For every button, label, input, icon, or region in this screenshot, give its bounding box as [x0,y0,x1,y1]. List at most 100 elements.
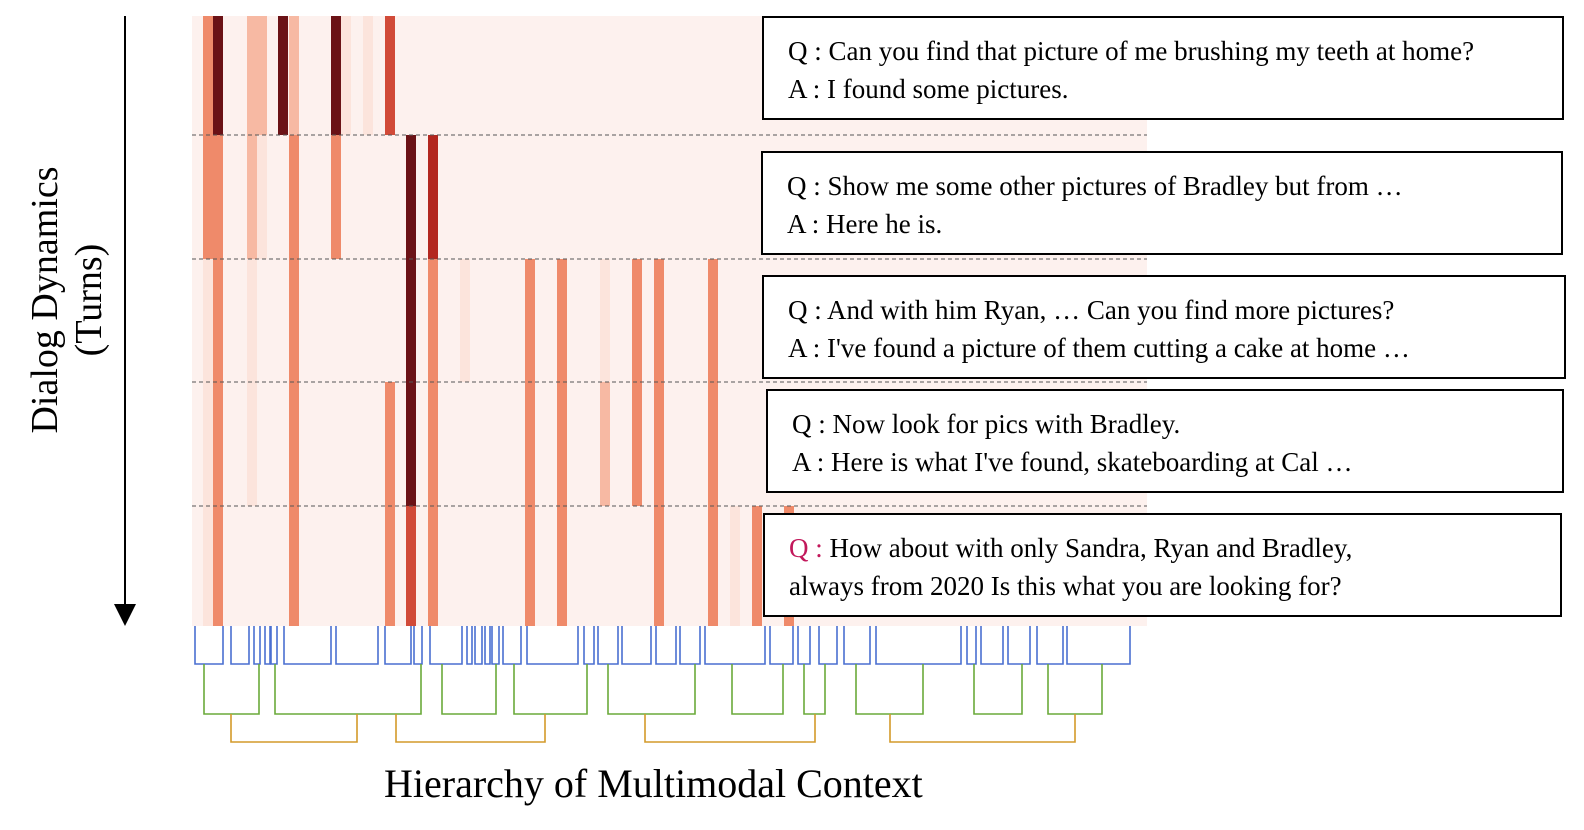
level-1-bracket [797,626,811,665]
answer-line: A : I found some pictures. [788,70,1538,108]
heat-cell [600,382,610,506]
heat-cell [428,382,438,506]
answer-text: I've found a picture of them cutting a c… [820,333,1410,363]
level-1-bracket [502,626,522,665]
heat-cell [730,506,740,626]
heat-cell [632,259,642,382]
heat-cell [331,135,341,259]
heat-cell [600,259,610,382]
question-line: Q : Show me some other pictures of Bradl… [787,167,1537,205]
question-text: Now look for pics with Bradley. [825,409,1181,439]
heat-cell [203,259,213,382]
turn-box-2: Q : Show me some other pictures of Bradl… [761,151,1563,255]
level-1-bracket [875,626,962,665]
turn-box-5: Q : How about with only Sandra, Ryan and… [763,513,1562,617]
heat-cell [247,259,257,382]
heat-cell [428,259,438,382]
heat-cell [557,259,567,382]
heat-cell [557,506,567,626]
hierarchy-level-2-brackets [203,664,1103,715]
question-line: Q : Now look for pics with Bradley. [792,405,1538,443]
level-1-bracket [230,626,250,665]
heat-cell [708,506,718,626]
heat-cell [213,16,223,135]
heat-cell [278,16,288,135]
heat-cell [289,135,299,259]
time-axis-arrowhead [114,604,136,626]
level-1-bracket [1066,626,1131,665]
level-1-bracket [597,626,619,665]
level-2-bracket [1047,664,1103,715]
turn-box-1: Q : Can you find that picture of me brus… [762,16,1564,120]
answer-text: Here is what I've found, skateboarding a… [824,447,1353,477]
level-1-bracket [583,626,595,665]
level-1-bracket [704,626,766,665]
heat-cell [406,259,416,382]
heat-cell [525,506,535,626]
heat-cell [341,16,351,135]
level-1-bracket [283,626,332,665]
level-1-bracket [474,626,483,665]
heat-cell [654,506,664,626]
question-tag: Q : [789,533,823,563]
level-1-bracket [1007,626,1031,665]
heat-cell [460,259,470,382]
turn-box-3: Q : And with him Ryan, … Can you find mo… [762,275,1566,379]
answer-tag: A : [787,209,820,239]
x-axis-label: Hierarchy of Multimodal Context [384,761,923,806]
heat-cell [654,382,664,506]
level-3-bracket [230,714,358,743]
level-1-bracket [526,626,579,665]
level-2-bracket [274,664,422,715]
answer-tag: A : [788,74,821,104]
question-continuation-text: always from 2020 Is this what you are lo… [789,571,1342,601]
level-1-bracket [384,626,412,665]
question-line: Q : Can you find that picture of me brus… [788,32,1538,70]
level-1-bracket [491,626,500,665]
heat-cell [525,259,535,382]
heat-cell [385,382,395,506]
heat-cell [257,135,267,259]
level-1-bracket [679,626,701,665]
heat-cell [752,506,762,626]
heat-cell [213,259,223,382]
answer-text: Here he is. [819,209,943,239]
level-1-bracket [253,626,261,665]
level-1-bracket [429,626,463,665]
question-tag: Q : [792,409,826,439]
level-1-bracket [194,626,224,665]
level-1-bracket [966,626,977,665]
level-1-bracket [818,626,838,665]
heat-cell [257,16,267,135]
level-1-bracket [270,626,278,665]
question-text: How about with only Sandra, Ryan and Bra… [822,533,1353,563]
question-continuation-line: always from 2020 Is this what you are lo… [789,567,1536,605]
answer-line: A : Here he is. [787,205,1537,243]
question-tag: Q : [788,36,822,66]
level-2-bracket [513,664,588,715]
heat-cell [203,16,213,135]
level-1-bracket [264,626,271,665]
answer-line: A : I've found a picture of them cutting… [788,329,1540,367]
heat-cell [557,382,567,506]
heat-cell [289,382,299,506]
level-2-bracket [803,664,826,715]
question-line: Q : And with him Ryan, … Can you find mo… [788,291,1540,329]
level-2-bracket [203,664,260,715]
answer-line: A : Here is what I've found, skateboardi… [792,443,1538,481]
level-2-bracket [607,664,696,715]
level-2-bracket [441,664,497,715]
question-text: Can you find that picture of me brushing… [821,36,1475,66]
heat-cell [428,506,438,626]
heat-cell [385,506,395,626]
heat-cell [247,16,257,135]
heat-cell [203,382,213,506]
level-1-bracket [335,626,379,665]
heat-cell [406,135,416,259]
heat-cell [632,382,642,506]
heat-cell [654,259,664,382]
level-3-bracket [889,714,1076,743]
heat-cell [213,506,223,626]
heat-cell [363,16,373,135]
level-1-bracket [980,626,1004,665]
